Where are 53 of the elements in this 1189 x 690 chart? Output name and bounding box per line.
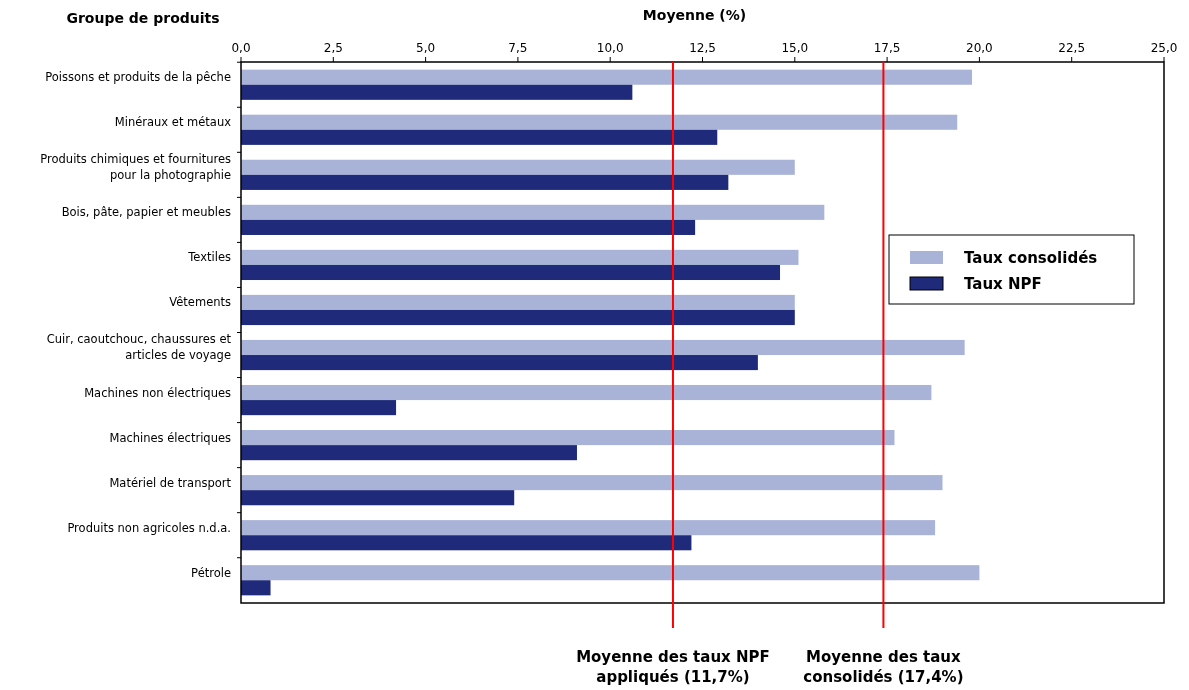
y-tick-label: Produits chimiques et fournitures pour la photographie bbox=[40, 152, 231, 183]
bar bbox=[241, 84, 633, 100]
y-tick-label: Pétrole bbox=[191, 565, 231, 580]
x-tick-label: 17,5 bbox=[873, 41, 901, 55]
bar bbox=[241, 219, 696, 235]
bar bbox=[241, 69, 973, 85]
bar bbox=[241, 294, 795, 310]
bar bbox=[241, 339, 965, 356]
x-tick-label: 20,0 bbox=[966, 41, 993, 55]
legend-label: Taux NPF bbox=[964, 275, 1042, 293]
y-tick-label: Minéraux et métaux bbox=[114, 115, 232, 130]
bar bbox=[241, 580, 271, 596]
bar bbox=[241, 159, 795, 175]
bar bbox=[241, 204, 825, 220]
bar bbox=[241, 535, 692, 551]
bar bbox=[241, 309, 795, 326]
bar bbox=[241, 355, 758, 371]
x-tick-label: 0,0 bbox=[231, 41, 251, 55]
bar bbox=[241, 490, 515, 506]
bar bbox=[241, 565, 980, 581]
bar bbox=[241, 114, 958, 130]
y-tick-label: Textiles bbox=[187, 250, 231, 265]
y-tick-label: Bois, pâte, papier et meubles bbox=[61, 205, 231, 220]
bar bbox=[241, 520, 936, 536]
bar bbox=[241, 174, 729, 190]
bar bbox=[241, 129, 718, 145]
x-tick-label: 10,0 bbox=[596, 41, 624, 55]
x-tick-label: 5,0 bbox=[416, 41, 436, 55]
bar bbox=[241, 475, 943, 491]
y-axis-title: Groupe de produits bbox=[66, 10, 220, 26]
y-tick-label: Produits non agricoles n.d.a. bbox=[67, 520, 231, 535]
x-tick-label: 22,5 bbox=[1058, 41, 1086, 55]
x-tick-label: 15,0 bbox=[781, 41, 809, 55]
bar bbox=[241, 445, 577, 461]
legend-label: Taux consolidés bbox=[964, 249, 1098, 267]
bar bbox=[241, 264, 781, 281]
y-tick-label: Cuir, caoutchouc, chaussures et articles de voyage bbox=[46, 332, 232, 363]
ref-line-label: Moyenne des taux NPF appliqués (11,7%) bbox=[576, 648, 770, 686]
x-tick-label: 2,5 bbox=[323, 41, 343, 55]
y-tick-label: Vêtements bbox=[169, 295, 232, 310]
bar bbox=[241, 384, 932, 401]
x-tick-label: 25,0 bbox=[1150, 41, 1178, 55]
bar bbox=[241, 400, 397, 416]
y-tick-label: Machines non électriques bbox=[84, 385, 232, 400]
y-tick-label: Matériel de transport bbox=[109, 475, 232, 490]
x-tick-label: 12,5 bbox=[689, 41, 716, 55]
y-tick-label: Machines électriques bbox=[109, 430, 231, 445]
x-axis-title: Moyenne (%) bbox=[642, 7, 747, 23]
bar bbox=[241, 430, 895, 446]
bar bbox=[241, 249, 799, 265]
ref-line-label: Moyenne des taux consolidés (17,4%) bbox=[803, 648, 964, 686]
x-tick-label: 7,5 bbox=[508, 41, 528, 55]
y-tick-label: Poissons et produits de la pêche bbox=[45, 70, 231, 85]
